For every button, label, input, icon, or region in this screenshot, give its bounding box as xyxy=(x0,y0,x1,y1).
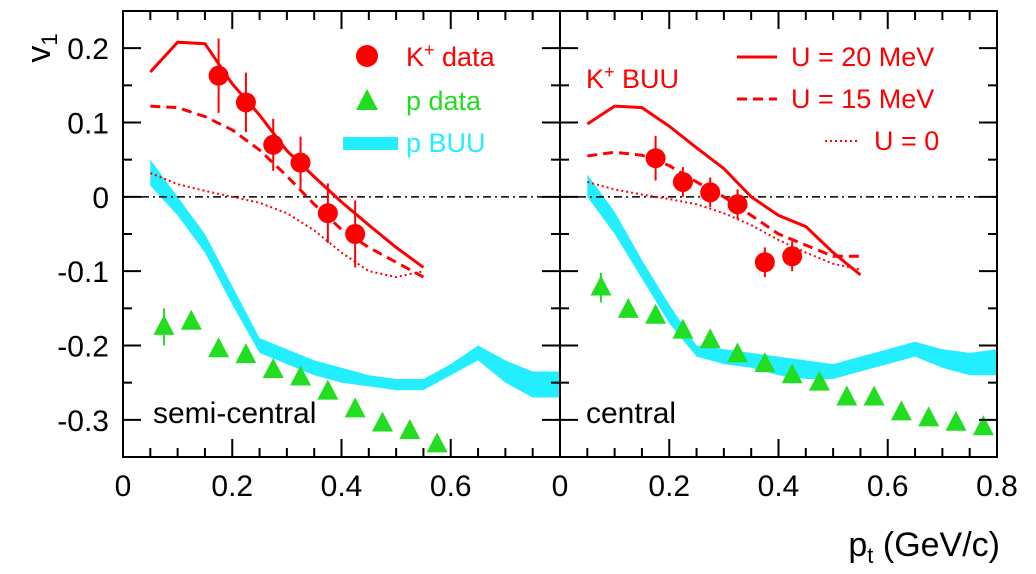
y-tick-label: -0.1 xyxy=(57,256,109,289)
x-tick-label-left: 0.6 xyxy=(430,470,472,503)
curve-layer xyxy=(149,40,862,279)
legend-proton-buu-marker xyxy=(343,137,398,150)
kaon-data-point-right xyxy=(645,148,666,169)
y-tick-label: 0.1 xyxy=(67,108,109,141)
legend-left: K+ data p data p BUU xyxy=(343,40,496,158)
y-tick-label: -0.2 xyxy=(57,331,109,364)
proton-data-point-left xyxy=(153,314,175,335)
legend-proton-data-marker xyxy=(356,89,378,110)
kaon-data-point-right xyxy=(672,171,693,192)
x-tick-label-left: 0.4 xyxy=(321,470,363,503)
legend-kaon-data-label-main: K xyxy=(406,42,424,72)
proton-data-point-right xyxy=(890,400,912,421)
kaon-data-point-left xyxy=(317,203,338,224)
proton-data-point-right xyxy=(617,297,639,318)
y-tick-label: 0.2 xyxy=(67,33,109,66)
proton-data-point-right xyxy=(590,275,612,296)
proton-buu-band-right xyxy=(587,174,997,379)
y-tick-label: 0 xyxy=(92,182,109,215)
tick-layer xyxy=(122,10,998,458)
point-layer xyxy=(153,38,994,453)
legend-kaon-data-label: K+ data xyxy=(406,40,496,72)
proton-data-point-right xyxy=(972,415,994,436)
kaon-data-point-right xyxy=(700,182,721,203)
proton-data-point-left xyxy=(180,309,202,330)
proton-data-point-right xyxy=(645,303,667,324)
x-tick-label-right: 0 xyxy=(552,470,569,503)
proton-data-point-left xyxy=(371,411,393,432)
kaon-buu-u20-curve-right xyxy=(586,104,862,277)
kaon-buu-u15-curve-left xyxy=(150,104,425,279)
proton-data-point-right xyxy=(863,385,885,406)
legend-kaon-data-label-rest: data xyxy=(435,42,496,72)
proton-data-point-right xyxy=(699,328,721,349)
legend-u20-label: U = 20 MeV xyxy=(791,42,934,72)
kaon-buu-u15-curve-right xyxy=(587,150,861,258)
legend-u0-label: U = 0 xyxy=(874,126,939,156)
x-axis-title-main: p xyxy=(848,526,867,564)
label-layer: 0 0.2 0.4 0.60.20.10-0.1-0.2-0.30 0.2 0.4 0.6 0… xyxy=(57,33,1018,503)
panel-frame-left xyxy=(122,10,561,458)
proton-buu-band-left xyxy=(150,159,560,398)
proton-data-point-right xyxy=(672,318,694,339)
x-tick-label-right: 0.8 xyxy=(976,470,1018,503)
legend-kaon-data-label-sup: + xyxy=(424,40,435,60)
proton-data-point-right xyxy=(836,385,858,406)
y-axis-title-main: v xyxy=(20,46,58,63)
kaon-data-point-left xyxy=(208,65,229,86)
proton-data-point-right xyxy=(808,370,830,391)
kaon-data-point-left xyxy=(290,152,311,173)
proton-data-point-left xyxy=(317,379,339,400)
panel-label-central: central xyxy=(586,397,676,430)
band-layer xyxy=(150,159,997,398)
x-axis-title-sub: t xyxy=(867,543,873,568)
x-axis-title-unit: (GeV/c) xyxy=(873,526,1000,564)
kaon-data-point-left xyxy=(263,134,284,155)
x-tick-label-left: 0.2 xyxy=(211,470,253,503)
proton-data-point-right xyxy=(945,410,967,431)
kaon-data-point-right xyxy=(782,246,803,267)
proton-data-point-right xyxy=(918,406,940,427)
x-tick-label-right: 0.2 xyxy=(648,470,690,503)
proton-data-point-right xyxy=(727,342,749,363)
kaon-data-point-left xyxy=(235,92,256,113)
y-tick-label: -0.3 xyxy=(57,405,109,438)
kaon-buu-u20-curve-left xyxy=(149,40,425,269)
kaon-data-point-left xyxy=(345,224,366,244)
kaon-buu-label-rest: BUU xyxy=(615,64,680,94)
kaon-buu-u0-curve-right xyxy=(587,181,861,271)
proton-data-point-left xyxy=(290,365,312,386)
kaon-buu-label: K+ BUU xyxy=(586,62,679,94)
legend-proton-buu-label: p BUU xyxy=(406,128,486,158)
proton-data-point-left xyxy=(262,358,284,379)
kaon-data-point-right xyxy=(727,194,748,215)
proton-data-point-left xyxy=(399,418,421,439)
panel-label-semi-central: semi-central xyxy=(153,397,316,430)
proton-data-point-left xyxy=(426,432,448,453)
kaon-buu-label-sup: + xyxy=(604,62,615,82)
proton-data-point-right xyxy=(781,363,803,384)
proton-data-point-left xyxy=(235,343,257,364)
proton-data-point-left xyxy=(208,337,230,358)
x-tick-label-right: 0.6 xyxy=(867,470,909,503)
legend-right: U = 20 MeV U = 15 MeV U = 0 xyxy=(737,42,939,156)
y-axis-title-sub: 1 xyxy=(37,33,62,45)
kaon-data-point-right xyxy=(754,252,775,273)
legend-proton-data-label: p data xyxy=(406,86,482,116)
proton-data-point-right xyxy=(754,352,776,373)
x-axis-title: pt (GeV/c) xyxy=(848,526,1000,568)
legend-u15-label: U = 15 MeV xyxy=(791,84,934,114)
legend-kaon-data-marker xyxy=(356,45,378,67)
kaon-buu-label-main: K xyxy=(586,64,604,94)
proton-data-point-left xyxy=(344,397,366,418)
y-axis-title: v1 xyxy=(20,33,62,62)
x-tick-label-left: 0 xyxy=(115,470,132,503)
x-tick-label-right: 0.4 xyxy=(758,470,800,503)
